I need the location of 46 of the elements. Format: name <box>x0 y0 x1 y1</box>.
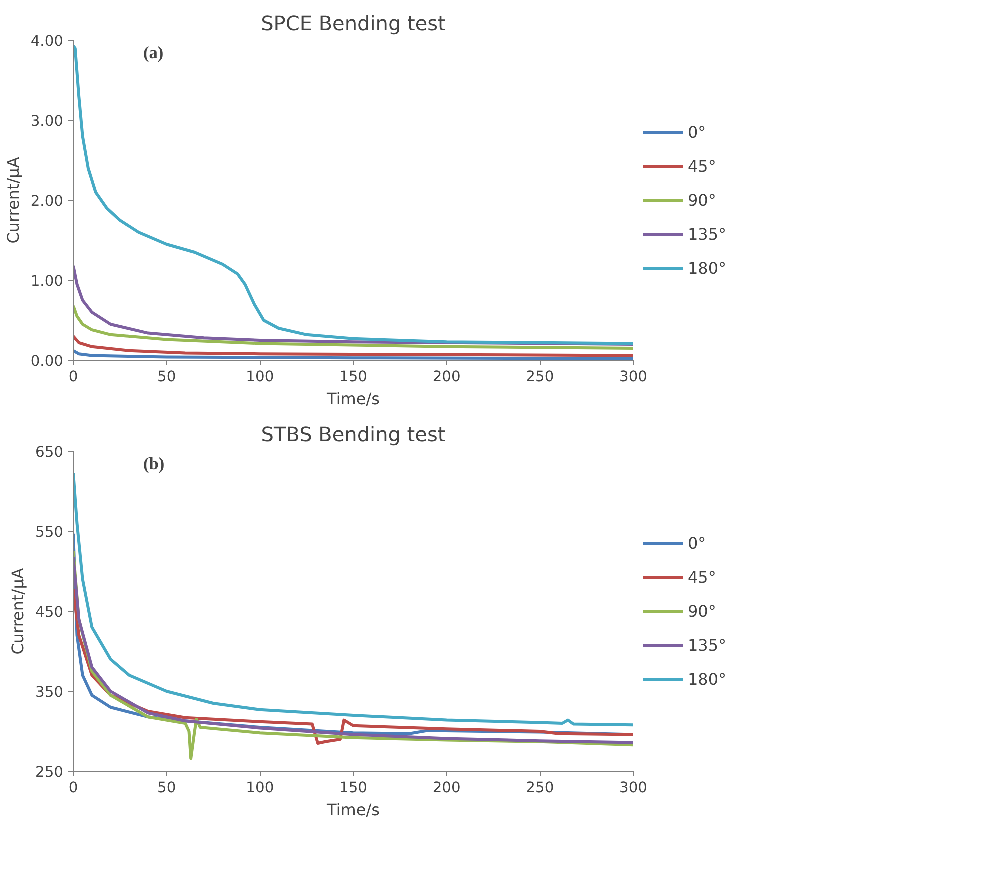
y-tick-label: 350 <box>36 684 64 701</box>
legend-label: 180° <box>688 670 727 688</box>
annotation: (b) <box>144 454 165 474</box>
x-tick-label: 0 <box>68 780 78 796</box>
x-axis-title: Time/s <box>326 800 380 820</box>
x-tick-label: 50 <box>158 780 176 796</box>
legend-label: 135° <box>688 636 727 654</box>
y-tick-label: 2.00 <box>30 193 64 210</box>
line-series <box>74 472 634 727</box>
y-tick-label: 550 <box>36 524 64 541</box>
legend-label: 0° <box>688 122 708 142</box>
y-tick-label: 1.00 <box>30 273 64 290</box>
x-tick-label: 150 <box>340 780 368 796</box>
x-tick-label: 50 <box>158 368 176 386</box>
chart-title: SPCE Bending test <box>261 12 446 36</box>
legend-label: 0° <box>688 534 708 552</box>
y-tick-label: 650 <box>36 444 64 461</box>
legend-label: 135° <box>688 224 727 244</box>
x-axis-title: Time/s <box>326 390 380 408</box>
legend-label: 90° <box>688 602 716 620</box>
y-axis-title: Current/μA <box>4 157 23 244</box>
y-tick-label: 4.00 <box>30 33 64 50</box>
legend-label: 45° <box>688 568 716 586</box>
y-tick-label: 0.00 <box>30 353 64 370</box>
x-tick-label: 250 <box>526 780 554 796</box>
y-tick-label: 250 <box>36 764 64 781</box>
x-tick-label: 200 <box>432 368 461 386</box>
x-tick-label: 300 <box>620 368 648 386</box>
y-axis-title: Current/μA <box>8 568 28 655</box>
y-tick-label: 450 <box>36 604 64 621</box>
x-tick-label: 250 <box>526 368 554 386</box>
x-tick-label: 150 <box>340 368 368 386</box>
x-tick-label: 200 <box>432 780 461 796</box>
legend-label: 90° <box>688 190 716 210</box>
line-series <box>74 44 634 346</box>
legend-label: 45° <box>688 156 716 176</box>
chart-title: STBS Bending test <box>261 422 446 446</box>
line-series <box>74 335 634 358</box>
annotation: (a) <box>144 44 164 62</box>
legend-label: 180° <box>688 258 727 278</box>
x-tick-label: 300 <box>620 780 648 796</box>
x-tick-label: 0 <box>68 368 78 386</box>
x-tick-label: 100 <box>246 368 274 386</box>
line-series <box>74 304 634 350</box>
x-tick-label: 100 <box>246 780 274 796</box>
y-tick-label: 3.00 <box>30 113 64 130</box>
